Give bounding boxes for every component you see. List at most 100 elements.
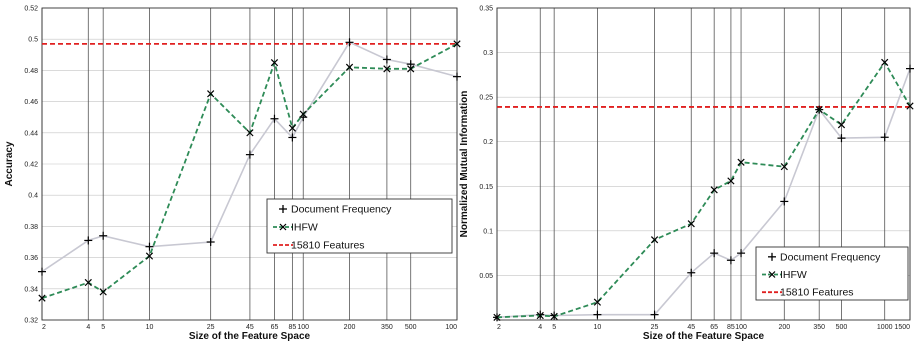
data-point-document-frequency bbox=[382, 55, 391, 64]
data-point-document-frequency bbox=[406, 60, 415, 69]
marker-stroke bbox=[38, 294, 46, 302]
y-axis-label: Normalized Mutual Information bbox=[459, 91, 470, 238]
marker-stroke bbox=[493, 313, 501, 321]
data-point-ihfw bbox=[84, 278, 92, 287]
data-point-ihfw bbox=[881, 58, 889, 67]
data-point-ihfw bbox=[299, 110, 307, 118]
data-point-document-frequency bbox=[99, 231, 108, 240]
data-point-document-frequency bbox=[206, 238, 215, 246]
marker-stroke bbox=[815, 105, 823, 114]
data-point-document-frequency bbox=[650, 310, 659, 319]
data-point-document-frequency bbox=[780, 197, 789, 206]
x-tick-label: 5 bbox=[552, 324, 556, 331]
marker-stroke bbox=[837, 121, 846, 129]
x-tick-label: 5 bbox=[101, 324, 105, 331]
legend-label: IHFW bbox=[780, 269, 807, 281]
y-tick-label: 0.1 bbox=[483, 228, 493, 235]
data-point-document-frequency bbox=[84, 236, 93, 245]
data-point-ihfw bbox=[270, 58, 279, 67]
marker-stroke bbox=[881, 58, 889, 67]
x-tick-label: 45 bbox=[246, 324, 254, 331]
marker-stroke bbox=[145, 252, 154, 260]
x-tick-label: 100 bbox=[445, 324, 457, 331]
marker-stroke bbox=[99, 288, 107, 296]
x-tick-label: 4 bbox=[86, 324, 90, 331]
data-point-ihfw bbox=[737, 158, 745, 166]
x-tick-label: 45 bbox=[687, 324, 695, 331]
marker-stroke bbox=[780, 163, 788, 171]
x-tick-label: 200 bbox=[778, 324, 790, 331]
data-point-document-frequency bbox=[38, 267, 46, 276]
legend-label: IHFW bbox=[291, 222, 318, 234]
data-point-ihfw bbox=[710, 186, 718, 194]
x-tick-label: 10 bbox=[146, 324, 154, 331]
data-point-document-frequency bbox=[880, 133, 889, 142]
marker-stroke bbox=[299, 110, 307, 118]
legend-marker bbox=[768, 271, 776, 278]
data-point-ihfw bbox=[493, 313, 501, 321]
data-point-ihfw bbox=[207, 90, 215, 98]
data-point-document-frequency bbox=[687, 268, 696, 277]
y-tick-label: 0.42 bbox=[24, 162, 38, 169]
data-point-ihfw bbox=[383, 65, 391, 73]
y-tick-label: 0.46 bbox=[24, 99, 38, 106]
marker-stroke bbox=[710, 186, 718, 194]
y-tick-label: 0.38 bbox=[24, 224, 38, 231]
x-tick-label: 85 bbox=[288, 324, 296, 331]
y-tick-label: 0.4 bbox=[28, 193, 38, 200]
y-tick-label: 0.05 bbox=[479, 273, 493, 280]
data-point-ihfw bbox=[38, 294, 46, 302]
data-point-ihfw bbox=[815, 105, 823, 114]
legend: Document Frequency IHFW 15810 Features bbox=[755, 246, 909, 301]
legend-entry-document-frequency: Document Frequency bbox=[768, 251, 881, 263]
y-tick-label: 0.3 bbox=[483, 50, 493, 57]
plot-frame bbox=[41, 7, 458, 321]
marker-stroke bbox=[536, 311, 544, 320]
data-point-ihfw bbox=[453, 40, 461, 48]
x-tick-label: 100 bbox=[297, 324, 309, 331]
data-point-document-frequency bbox=[345, 38, 354, 47]
marker-stroke bbox=[593, 298, 602, 306]
y-tick-label: 0.5 bbox=[28, 37, 38, 44]
marker-stroke bbox=[453, 40, 461, 48]
marker-stroke bbox=[246, 129, 254, 137]
legend-entry-15810-features: 15810 Features bbox=[273, 240, 365, 252]
nmi-chart: 0.050.10.150.20.250.30.352 4 5 10 25 45 65 85 10… bbox=[459, 6, 914, 342]
y-axis-label: Accuracy bbox=[4, 141, 15, 186]
legend-entry-ihfw: IHFW bbox=[273, 222, 318, 234]
legend-box bbox=[755, 246, 909, 301]
data-point-ihfw bbox=[906, 102, 914, 110]
y-tick-label: 0.15 bbox=[479, 184, 493, 191]
data-point-ihfw bbox=[780, 163, 788, 171]
marker-stroke bbox=[407, 65, 415, 73]
data-point-document-frequency bbox=[906, 64, 914, 73]
x-tick-label: 25 bbox=[651, 324, 659, 331]
data-point-ihfw bbox=[650, 236, 659, 244]
data-point-document-frequency bbox=[737, 249, 746, 258]
data-point-document-frequency bbox=[710, 249, 719, 258]
y-tick-label: 0.44 bbox=[24, 130, 38, 137]
x-axis-label: Size of the Feature Space bbox=[643, 331, 765, 342]
data-point-ihfw bbox=[288, 124, 297, 132]
data-point-document-frequency bbox=[245, 150, 254, 159]
y-tick-label: 0.34 bbox=[24, 286, 38, 293]
x-tick-label: 1000 bbox=[877, 324, 893, 331]
x-tick-label: 85 bbox=[727, 324, 735, 331]
marker-stroke bbox=[270, 58, 279, 67]
legend-entry-ihfw: IHFW bbox=[762, 269, 807, 281]
data-point-document-frequency bbox=[270, 114, 279, 123]
x-tick-label: 350 bbox=[813, 324, 825, 331]
data-point-document-frequency bbox=[145, 242, 154, 251]
marker-stroke bbox=[345, 63, 354, 71]
marker-stroke bbox=[550, 312, 558, 321]
marker-stroke bbox=[687, 220, 695, 228]
y-tick-label: 0.2 bbox=[483, 139, 493, 146]
legend-box bbox=[266, 198, 453, 254]
x-tick-label: 10 bbox=[594, 324, 602, 331]
marker-stroke bbox=[288, 124, 297, 132]
data-point-ihfw bbox=[345, 63, 354, 71]
data-point-ihfw bbox=[727, 177, 735, 185]
data-point-document-frequency bbox=[453, 72, 461, 81]
y-tick-label: 0.52 bbox=[24, 6, 38, 13]
